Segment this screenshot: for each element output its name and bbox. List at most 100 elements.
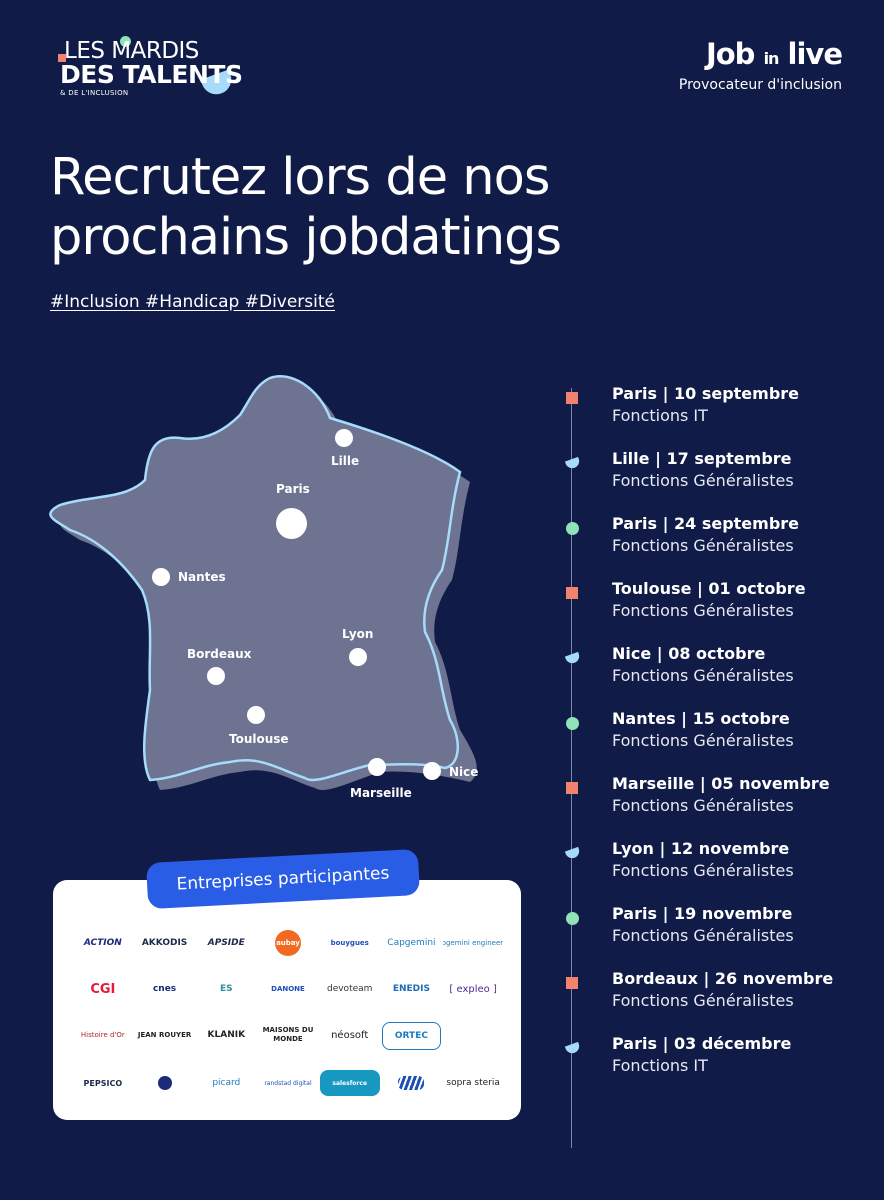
company-logo: APSIDE [207,938,245,948]
company-logo: DANONE [271,985,305,993]
brand-word-live: live [787,37,843,71]
company-logo: ENEDIS [392,984,430,994]
brand-word-in: in [763,49,780,68]
company-logo: JEAN ROUYER [137,1031,192,1039]
square-shape-icon [58,54,66,62]
event-title: Paris | 24 septembre [612,514,800,533]
timeline-event: Paris | 19 novembre Fonctions Généraliste… [560,904,860,956]
company-logo: PEPSICO [83,1078,123,1088]
event-title: Paris | 03 décembre [612,1034,792,1053]
timeline-marker-circle-icon [566,522,579,535]
company-logo: picard [212,1078,241,1088]
sailboat-icon [157,1076,172,1090]
timeline-marker-leaf-icon [564,1041,582,1056]
logo-line-3: & DE L'INCLUSION [60,89,129,97]
event-title: Bordeaux | 26 novembre [612,969,834,988]
company-logo: bouygues [330,939,369,947]
city-label-marseille: Marseille [350,786,412,800]
company-logo: ES [219,984,233,994]
timeline-marker-leaf-icon [564,846,582,861]
page-title: Recrutez lors de nos prochains jobdating… [50,148,562,267]
timeline-marker-square-icon [566,977,578,989]
timeline-event: Lyon | 12 novembre Fonctions Généralistes [560,839,860,891]
company-logo: ORTEC [381,1022,442,1050]
city-dot-paris [276,508,307,539]
company-logo: néosoft [331,1029,369,1041]
timeline-event: Bordeaux | 26 novembre Fonctions Générali… [560,969,860,1021]
timeline-event: Paris | 24 septembre Fonctions Généralist… [560,514,860,566]
logo-line-2: DES TALENTS [60,60,243,89]
company-logo: aubay [274,930,301,956]
company-logo: Histoire d'Or [80,1031,125,1039]
timeline-marker-square-icon [566,392,578,404]
company-logo-empty [443,1022,503,1048]
event-title: Nice | 08 octobre [612,644,766,663]
timeline-event: Paris | 10 septembre Fonctions IT [560,384,860,436]
company-logo: ACTION [83,938,122,948]
city-dot-lyon [349,648,367,666]
company-logo: KLANIK [207,1030,246,1040]
companies-card: ACTION AKKODIS APSIDE aubay bouygues Cap… [53,880,521,1120]
timeline-event: Nantes | 15 octobre Fonctions Généraliste… [560,709,860,761]
job-in-live-logo: Job in live Provocateur d'inclusion [678,37,843,93]
event-title: Paris | 19 novembre [612,904,793,923]
france-map: Lille Paris Nantes Lyon Bordeaux Toulous… [40,370,480,810]
event-subtitle: Fonctions Généralistes [612,601,794,620]
company-logo: devoteam [326,984,373,994]
city-dot-nantes [152,568,170,586]
company-logo: salesforce [319,1070,380,1096]
timeline-event: Lille | 17 septembre Fonctions Généralist… [560,449,860,501]
city-label-nice: Nice [449,765,479,779]
company-logo: AKKODIS [141,938,188,948]
france-shape [49,375,477,790]
city-label-toulouse: Toulouse [229,732,289,746]
circle-shape-icon [120,36,131,47]
timeline-line [571,388,572,1148]
brand-name: Job in live [679,37,843,75]
timeline-marker-circle-icon [566,912,579,925]
company-logo [382,1070,442,1096]
city-dot-nice [423,762,441,780]
event-subtitle: Fonctions Généralistes [612,666,794,685]
timeline-marker-leaf-icon [564,651,582,666]
mardis-des-talents-logo: LES MARDIS DES TALENTS & DE L'INCLUSION [58,36,260,102]
timeline-event: Marseille | 05 novembre Fonctions Général… [560,774,860,826]
stripes-logo-icon [398,1076,425,1090]
timeline-marker-leaf-icon [564,456,582,471]
event-title: Paris | 10 septembre [612,384,800,403]
city-label-lyon: Lyon [342,627,374,641]
map-fill [49,375,462,782]
timeline-event: Nice | 08 octobre Fonctions Généralistes [560,644,860,696]
event-subtitle: Fonctions Généralistes [612,991,794,1010]
city-dot-marseille [368,758,386,776]
event-title: Lyon | 12 novembre [612,839,790,858]
company-logo [135,1070,195,1096]
timeline-event: Paris | 03 décembre Fonctions IT [560,1034,860,1086]
company-logo: cnes [152,984,177,994]
city-label-bordeaux: Bordeaux [187,647,252,661]
event-subtitle: Fonctions IT [612,1056,708,1075]
event-subtitle: Fonctions Généralistes [612,796,794,815]
city-label-nantes: Nantes [178,570,226,584]
timeline-marker-square-icon [566,782,578,794]
event-title: Nantes | 15 octobre [612,709,790,728]
timeline-event: Toulouse | 01 octobre Fonctions Généralis… [560,579,860,631]
city-label-lille: Lille [331,454,360,468]
brand-tagline: Provocateur d'inclusion [678,77,842,93]
hashtags[interactable]: #Inclusion #Handicap #Diversité [50,292,335,312]
city-label-paris: Paris [276,482,310,496]
timeline-marker-square-icon [566,587,578,599]
event-subtitle: Fonctions Généralistes [612,926,794,945]
company-logo: Capgemini engineering [443,939,503,947]
event-title: Toulouse | 01 octobre [612,579,806,598]
city-dot-lille [335,429,353,447]
event-subtitle: Fonctions Généralistes [612,471,794,490]
timeline-marker-circle-icon [566,717,579,730]
event-title: Marseille | 05 novembre [612,774,830,793]
company-logo: [ expleo ] [449,983,497,995]
event-subtitle: Fonctions Généralistes [612,536,794,555]
company-logo: CGI [90,981,116,997]
event-subtitle: Fonctions IT [612,406,708,425]
company-logo: randstad digital [264,1079,312,1087]
